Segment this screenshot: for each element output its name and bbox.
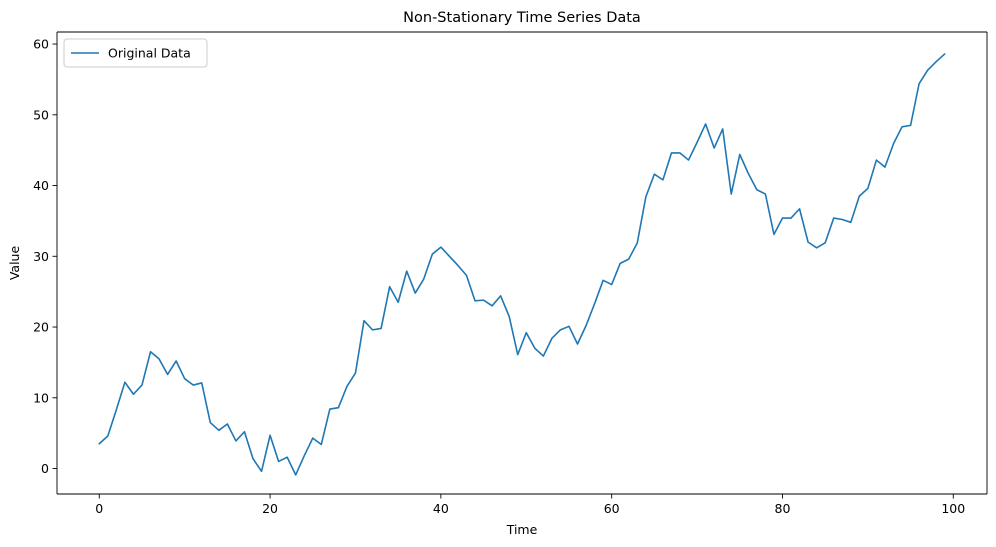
y-tick-label: 40 — [33, 178, 49, 193]
x-tick-label: 100 — [941, 501, 965, 516]
legend-label: Original Data — [108, 46, 191, 61]
x-tick-label: 20 — [262, 501, 278, 516]
y-tick-label: 50 — [33, 107, 49, 122]
x-tick-label: 40 — [433, 501, 449, 516]
axes-frame — [56, 31, 988, 495]
x-axis-label: Time — [506, 522, 538, 537]
plot-area — [57, 32, 987, 494]
y-tick-label: 20 — [33, 320, 49, 335]
x-tick-label: 60 — [604, 501, 620, 516]
chart-title: Non-Stationary Time Series Data — [403, 10, 641, 26]
x-tick-label: 80 — [775, 501, 791, 516]
y-axis-label: Value — [7, 246, 22, 281]
y-tick-label: 0 — [41, 461, 49, 476]
x-tick-label: 0 — [95, 501, 103, 516]
y-tick-label: 60 — [33, 37, 49, 52]
y-tick-label: 30 — [33, 249, 49, 264]
y-tick-label: 10 — [33, 390, 49, 405]
x-axis-ticks: 0 20 40 60 80 100 — [95, 494, 965, 516]
legend: Original Data — [63, 38, 208, 68]
legend-box — [63, 38, 208, 68]
series-line-original-data — [98, 53, 946, 476]
y-axis-ticks: 0 10 20 30 40 50 60 — [33, 37, 57, 476]
